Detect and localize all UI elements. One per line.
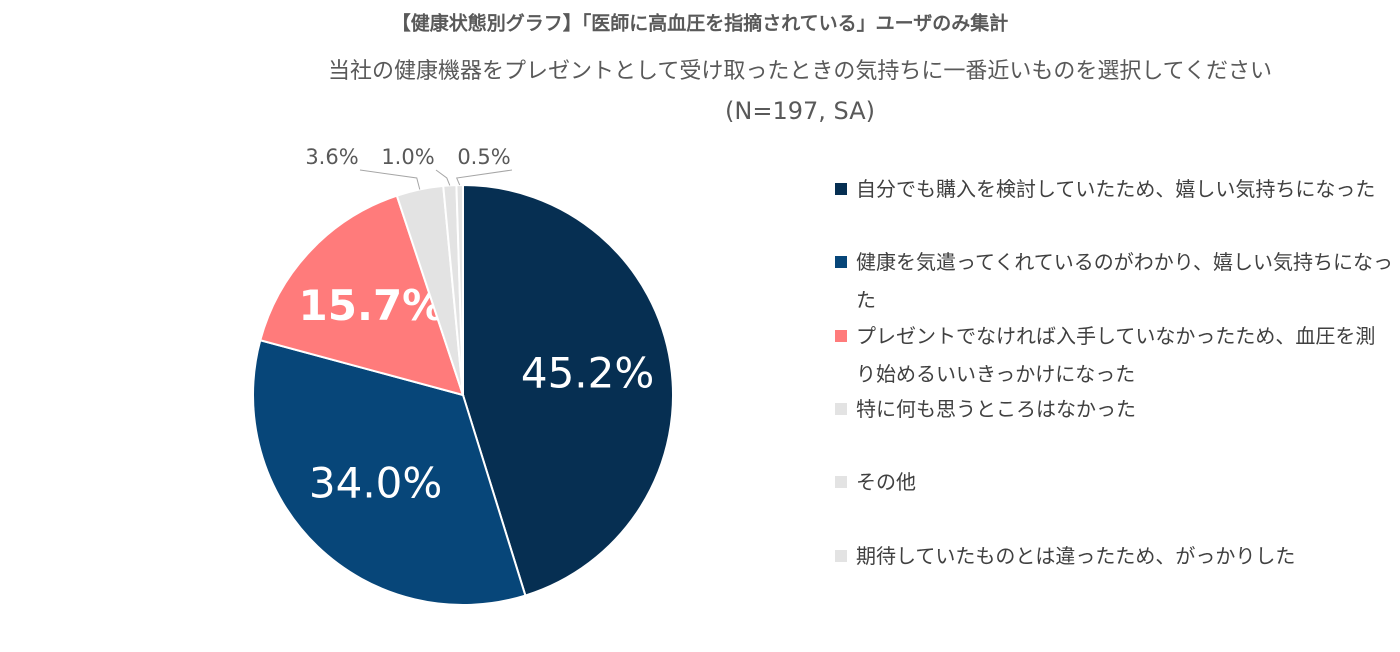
chart-subtitle: 当社の健康機器をプレゼントとして受け取ったときの気持ちに一番近いものを選択してく… bbox=[328, 59, 1272, 84]
legend-label: 自分でも購入を検討していたため、嬉しい気持ちになった bbox=[856, 177, 1376, 201]
leader-line bbox=[435, 169, 451, 186]
legend-item: 特に何も思うところはなかった bbox=[835, 390, 1395, 428]
legend-item: その他 bbox=[835, 463, 1395, 501]
legend-swatch bbox=[835, 256, 847, 269]
pie-slice bbox=[462, 183, 674, 597]
data-label: 15.7% bbox=[299, 281, 445, 330]
legend-swatch bbox=[835, 549, 847, 562]
legend-item: 自分でも購入を検討していたため、嬉しい気持ちになった bbox=[835, 170, 1395, 208]
data-label: 1.0% bbox=[381, 145, 434, 169]
legend-item: 健康を気遣ってくれているのがわかり、嬉しい気持ちになった bbox=[835, 243, 1395, 319]
chart-title: 【健康状態別グラフ】「医師に高血圧を指摘されている」ユーザのみ集計 bbox=[392, 12, 1009, 35]
legend-label: その他 bbox=[856, 470, 916, 495]
legend-swatch bbox=[835, 402, 847, 415]
data-label: 3.6% bbox=[305, 145, 358, 169]
legend-item: 期待していたものとは違ったため、がっかりした bbox=[835, 537, 1395, 575]
pie-slice bbox=[455, 183, 464, 396]
legend-item: プレゼントでなければ入手していなかったため、血圧を測り始めるいいきっかけになった bbox=[835, 317, 1395, 393]
legend-label: 期待していたものとは違ったため、がっかりした bbox=[856, 543, 1296, 568]
leader-line bbox=[359, 169, 421, 190]
data-label: 0.5% bbox=[457, 145, 510, 169]
legend: 自分でも購入を検討していたため、嬉しい気持ちになった健康を気遣ってくれているのが… bbox=[835, 0, 1395, 652]
legend-swatch bbox=[835, 476, 847, 489]
leader-line bbox=[455, 169, 513, 186]
legend-label: 健康を気遣ってくれているのがわかり、嬉しい気持ちになった bbox=[856, 250, 1393, 313]
legend-swatch bbox=[835, 329, 847, 342]
sample-note: (N=197, SA) bbox=[725, 97, 875, 125]
legend-swatch bbox=[835, 183, 847, 195]
pie-slice bbox=[259, 194, 465, 397]
data-label: 45.2% bbox=[521, 349, 654, 398]
legend-label: 特に何も思うところはなかった bbox=[856, 396, 1136, 421]
data-label: 34.0% bbox=[309, 458, 442, 507]
legend-label: プレゼントでなければ入手していなかったため、血圧を測り始めるいいきっかけになった bbox=[856, 323, 1376, 386]
pie-slice bbox=[252, 338, 527, 606]
